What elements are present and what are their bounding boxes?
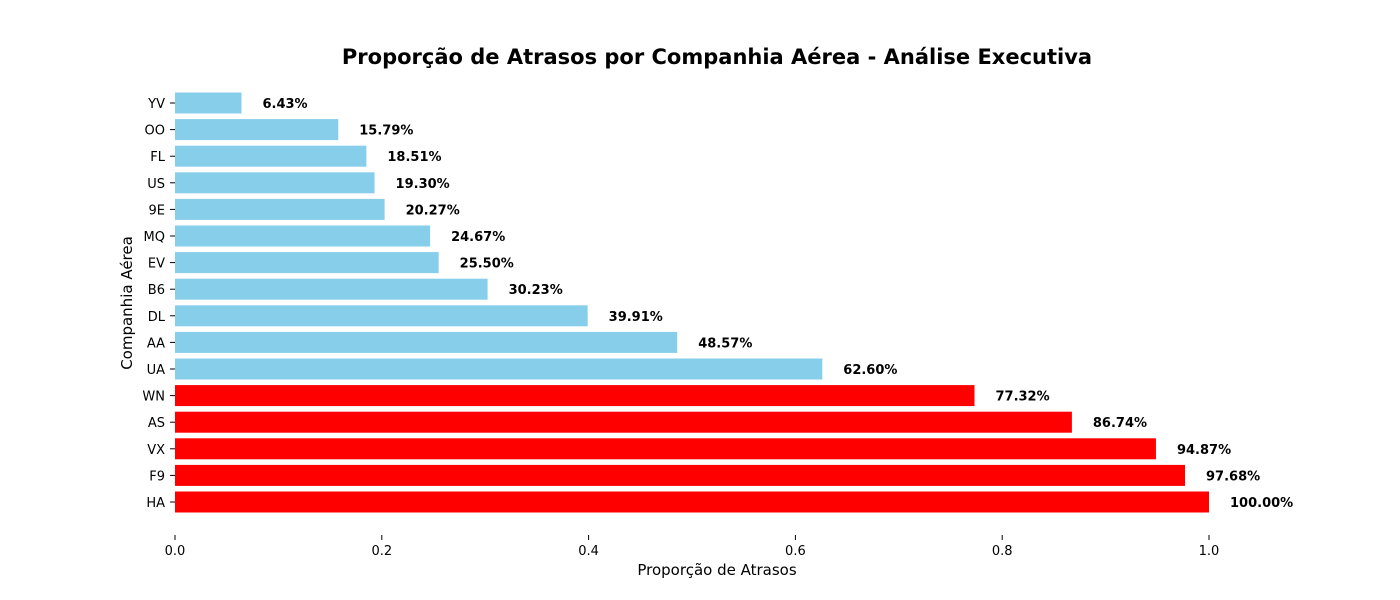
bar-ev [175,252,439,274]
data-label-b6: 30.23% [509,283,563,298]
x-tick-label: 0.0 [165,544,186,559]
y-tick-label: B6 [148,283,165,298]
y-tick-label: MQ [144,230,165,245]
x-tick-label: 1.0 [1199,544,1220,559]
y-tick-label: F9 [149,469,165,484]
y-tick-label: AA [147,336,165,351]
y-tick-label: DL [148,310,166,325]
x-axis-ticks: 0.0 0.2 0.4 0.6 0.8 1.0 [165,535,1220,559]
bar-mq [175,225,431,247]
data-label-dl: 39.91% [609,310,663,325]
data-label-9e: 20.27% [406,203,460,218]
y-tick-label: EV [148,257,165,272]
data-label-oo: 15.79% [359,124,413,139]
bar-vx [175,438,1156,460]
data-label-f9: 97.68% [1206,469,1260,484]
chart-title: Proporção de Atrasos por Companhia Aérea… [342,45,1092,69]
data-label-ha: 100.00% [1230,496,1293,511]
x-tick-label: 0.8 [992,544,1013,559]
y-tick-label: 9E [149,203,166,218]
y-tick-label: WN [142,390,165,405]
bars-group [175,92,1209,513]
x-axis-label: Proporção de Atrasos [637,561,796,579]
bar-dl [175,305,588,327]
bar-yv [175,92,242,114]
bar-b6 [175,278,488,300]
y-axis-ticks: YV OO FL US 9E MQ EV B6 DL AA UA WN AS VX F9 HA [142,97,175,511]
data-label-vx: 94.87% [1177,443,1231,458]
bar-wn [175,385,975,407]
data-label-fl: 18.51% [387,150,441,165]
y-tick-label: OO [145,124,165,139]
data-label-wn: 77.32% [995,390,1049,405]
y-tick-label: UA [147,363,166,378]
bar-aa [175,331,678,353]
y-tick-label: VX [147,443,165,458]
data-label-ua: 62.60% [843,363,897,378]
y-axis-label: Companhia Aérea [118,236,136,370]
x-tick-label: 0.2 [371,544,392,559]
data-labels-group: 6.43% 15.79% 18.51% 19.30% 20.27% 24.67% 25.50… [262,97,1293,511]
y-tick-label: AS [148,416,165,431]
y-tick-label: FL [150,150,165,165]
data-label-yv: 6.43% [262,97,307,112]
data-label-ev: 25.50% [460,257,514,272]
bar-us [175,172,375,194]
bar-as [175,411,1072,433]
y-tick-label: HA [146,496,165,511]
data-label-mq: 24.67% [451,230,505,245]
x-tick-label: 0.6 [785,544,806,559]
bar-fl [175,145,367,167]
data-label-aa: 48.57% [698,336,752,351]
y-tick-label: US [147,177,165,192]
x-tick-label: 0.4 [578,544,599,559]
data-label-as: 86.74% [1093,416,1147,431]
data-label-us: 19.30% [396,177,450,192]
bar-9e [175,198,385,220]
y-tick-label: YV [147,97,165,112]
bar-oo [175,119,339,141]
bar-ha [175,491,1209,513]
bar-ua [175,358,823,380]
bar-f9 [175,464,1186,486]
